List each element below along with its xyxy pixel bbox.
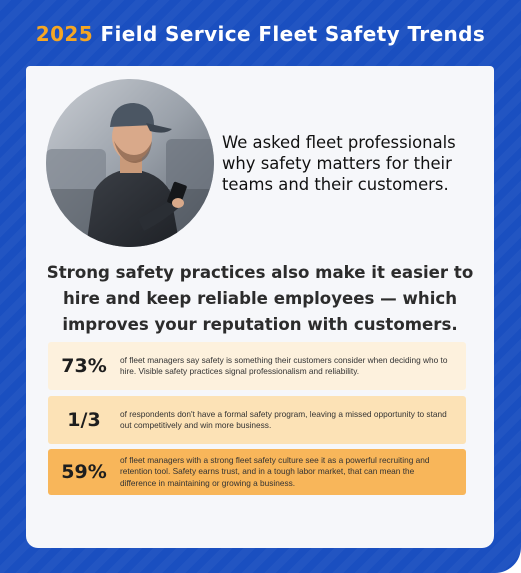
intro-text: We asked fleet professionals why safety … bbox=[222, 133, 456, 194]
stat-description: of fleet managers with a strong fleet sa… bbox=[120, 455, 430, 488]
stat-card-safety-program: 1/3 of respondents don't have a formal s… bbox=[48, 396, 466, 444]
stat-value: 59% bbox=[61, 461, 107, 483]
title-text: Field Service Fleet Safety Trends bbox=[100, 22, 486, 46]
stat-value: 1/3 bbox=[67, 409, 101, 431]
stat-card-recruiting: 59% of fleet managers with a strong flee… bbox=[48, 449, 466, 495]
content-card: We asked fleet professionals why safety … bbox=[26, 66, 494, 548]
title-year: 2025 bbox=[35, 22, 94, 46]
stat-card-customers: 73% of fleet managers say safety is some… bbox=[48, 342, 466, 390]
stat-description: of fleet managers say safety is somethin… bbox=[120, 354, 448, 376]
stat-description: of respondents don't have a formal safet… bbox=[120, 408, 447, 430]
technician-illustration bbox=[46, 79, 214, 247]
headline: Strong safety practices also make it eas… bbox=[46, 263, 474, 334]
technician-photo bbox=[46, 79, 214, 247]
stat-value: 73% bbox=[61, 355, 107, 377]
page-title: 2025 Field Service Fleet Safety Trends bbox=[0, 22, 521, 46]
